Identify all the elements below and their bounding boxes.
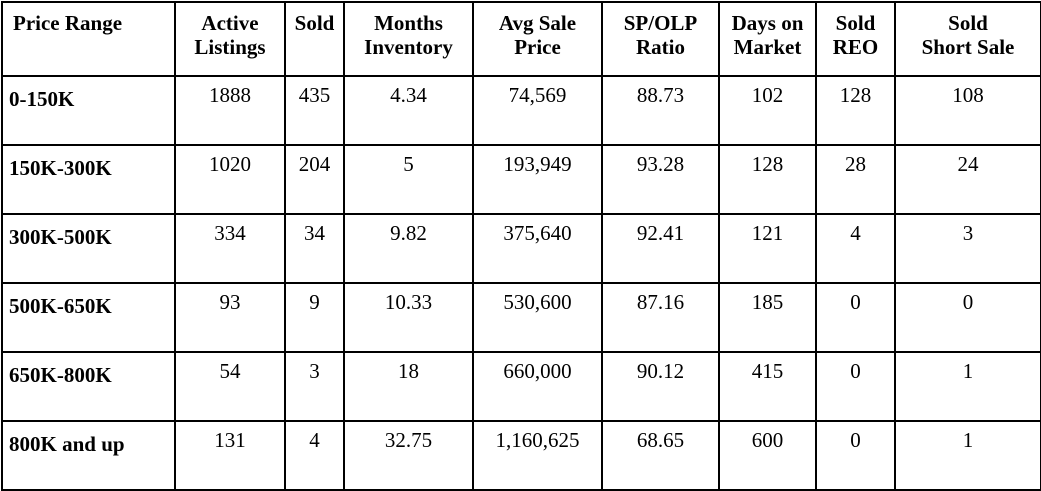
sold-short-sale-cell: 24 [894, 144, 1041, 215]
header-line2: Ratio [636, 35, 685, 59]
sold-reo-cell: 0 [815, 351, 896, 422]
avg-sale-price-cell: 375,640 [472, 213, 603, 284]
sold-short-sale-cell: 1 [894, 420, 1041, 491]
sold-reo-cell: 0 [815, 282, 896, 353]
header-line2: REO [832, 35, 879, 59]
months-inventory-cell: 32.75 [343, 420, 474, 491]
table-row: 0-150K 1888 435 4.34 74,569 88.73 102 12… [1, 75, 1041, 146]
days-on-market-cell: 128 [718, 144, 817, 215]
months-inventory-cell: 10.33 [343, 282, 474, 353]
sp-olp-ratio-cell: 87.16 [601, 282, 720, 353]
table-row: 150K-300K 1020 204 5 193,949 93.28 128 2… [1, 144, 1041, 215]
sold-cell: 34 [284, 213, 345, 284]
header-avg-sale-price: Avg Sale Price [472, 1, 603, 77]
header-line2: Short Sale [921, 35, 1015, 59]
price-range-cell: 0-150K [1, 75, 176, 146]
table-row: 800K and up 131 4 32.75 1,160,625 68.65 … [1, 420, 1041, 491]
days-on-market-cell: 415 [718, 351, 817, 422]
header-active-listings: Active Listings [174, 1, 286, 77]
avg-sale-price-cell: 193,949 [472, 144, 603, 215]
price-range-cell: 800K and up [1, 420, 176, 491]
avg-sale-price-cell: 1,160,625 [472, 420, 603, 491]
sp-olp-ratio-cell: 88.73 [601, 75, 720, 146]
sold-cell: 3 [284, 351, 345, 422]
days-on-market-cell: 121 [718, 213, 817, 284]
days-on-market-cell: 185 [718, 282, 817, 353]
header-line1: Days on [731, 11, 804, 35]
table-row: 300K-500K 334 34 9.82 375,640 92.41 121 … [1, 213, 1041, 284]
sold-short-sale-cell: 108 [894, 75, 1041, 146]
active-listings-cell: 54 [174, 351, 286, 422]
active-listings-cell: 1888 [174, 75, 286, 146]
active-listings-cell: 131 [174, 420, 286, 491]
header-line2: Listings [194, 35, 266, 59]
header-line1: Months [374, 11, 443, 35]
months-inventory-cell: 9.82 [343, 213, 474, 284]
sold-short-sale-cell: 0 [894, 282, 1041, 353]
header-line1: SP/OLP [623, 11, 698, 35]
sp-olp-ratio-cell: 92.41 [601, 213, 720, 284]
sold-cell: 4 [284, 420, 345, 491]
avg-sale-price-cell: 660,000 [472, 351, 603, 422]
header-row: Price Range Active Listings Sold Months … [1, 1, 1041, 77]
sold-cell: 204 [284, 144, 345, 215]
header-price-range: Price Range [1, 1, 176, 77]
header-line1: Active [201, 11, 259, 35]
months-inventory-cell: 4.34 [343, 75, 474, 146]
sp-olp-ratio-cell: 68.65 [601, 420, 720, 491]
sold-short-sale-cell: 3 [894, 213, 1041, 284]
sold-reo-cell: 4 [815, 213, 896, 284]
header-sold-short-sale: Sold Short Sale [894, 1, 1041, 77]
price-range-cell: 150K-300K [1, 144, 176, 215]
table-row: 650K-800K 54 3 18 660,000 90.12 415 0 1 [1, 351, 1041, 422]
header-months-inventory: Months Inventory [343, 1, 474, 77]
sp-olp-ratio-cell: 90.12 [601, 351, 720, 422]
sold-reo-cell: 28 [815, 144, 896, 215]
sold-short-sale-cell: 1 [894, 351, 1041, 422]
sold-cell: 435 [284, 75, 345, 146]
header-days-on-market: Days on Market [718, 1, 817, 77]
days-on-market-cell: 600 [718, 420, 817, 491]
table-row: 500K-650K 93 9 10.33 530,600 87.16 185 0… [1, 282, 1041, 353]
header-line2: Price [514, 35, 561, 59]
sp-olp-ratio-cell: 93.28 [601, 144, 720, 215]
header-sold-reo: Sold REO [815, 1, 896, 77]
active-listings-cell: 334 [174, 213, 286, 284]
header-line2: Inventory [364, 35, 453, 59]
header-sp-olp-ratio: SP/OLP Ratio [601, 1, 720, 77]
months-inventory-cell: 5 [343, 144, 474, 215]
header-line1: Sold [294, 11, 335, 35]
price-range-cell: 300K-500K [1, 213, 176, 284]
header-line2: Market [733, 35, 802, 59]
header-line1: Sold [835, 11, 876, 35]
sold-cell: 9 [284, 282, 345, 353]
header-sold: Sold [284, 1, 345, 77]
header-line1: Sold [948, 11, 988, 35]
avg-sale-price-cell: 530,600 [472, 282, 603, 353]
price-range-cell: 500K-650K [1, 282, 176, 353]
days-on-market-cell: 102 [718, 75, 817, 146]
active-listings-cell: 1020 [174, 144, 286, 215]
sold-reo-cell: 0 [815, 420, 896, 491]
header-line1: Avg Sale [498, 11, 577, 35]
price-range-cell: 650K-800K [1, 351, 176, 422]
active-listings-cell: 93 [174, 282, 286, 353]
header-line1: Price Range [13, 11, 123, 35]
months-inventory-cell: 18 [343, 351, 474, 422]
avg-sale-price-cell: 74,569 [472, 75, 603, 146]
sold-reo-cell: 128 [815, 75, 896, 146]
